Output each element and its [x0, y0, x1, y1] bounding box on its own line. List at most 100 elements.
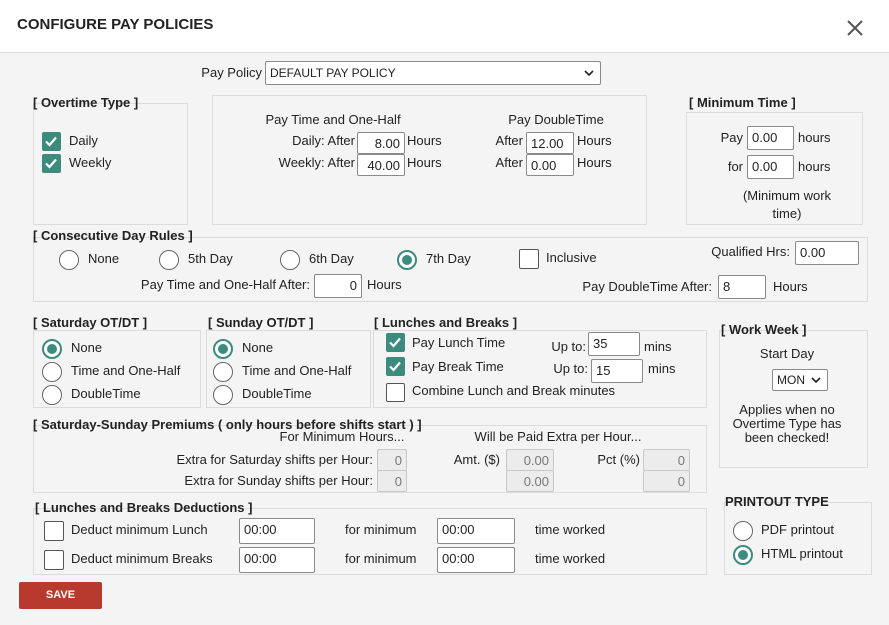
group-frame: [686, 112, 863, 225]
text-input[interactable]: 00:00: [239, 547, 315, 573]
radio-button[interactable]: [733, 521, 753, 541]
radio-button[interactable]: [59, 250, 79, 270]
label: Hours: [577, 155, 612, 170]
group-frame: [33, 330, 201, 408]
label: HTML printout: [761, 546, 843, 561]
label: Hours: [773, 279, 808, 294]
label: hours: [798, 159, 831, 174]
label: Hours: [407, 133, 442, 148]
radio-button[interactable]: [213, 385, 233, 405]
group-frame: [33, 103, 188, 225]
dropdown[interactable]: DEFAULT PAY POLICY: [265, 61, 601, 85]
label: time worked: [535, 551, 606, 566]
label: Hours: [577, 133, 612, 148]
text-input[interactable]: 0.00: [747, 126, 794, 150]
label: Start Day: [759, 346, 815, 361]
label: mins: [648, 361, 676, 376]
label: for minimum: [345, 551, 417, 566]
text-input[interactable]: 0.00: [526, 154, 574, 176]
text-input[interactable]: 0.00: [506, 449, 554, 471]
label: Daily: After: [292, 133, 355, 148]
checkbox[interactable]: [44, 550, 64, 570]
text-input[interactable]: 0.00: [747, 155, 794, 179]
checkbox[interactable]: [42, 132, 61, 151]
checkbox[interactable]: [42, 154, 61, 173]
checkbox[interactable]: [519, 249, 539, 269]
radio-button[interactable]: [42, 362, 62, 382]
label: DoubleTime: [71, 386, 141, 401]
radio-dot: [218, 344, 228, 354]
label: Daily: [69, 133, 98, 148]
text-input[interactable]: 00:00: [239, 518, 315, 544]
label: mins: [644, 339, 672, 354]
label: Inclusive: [546, 250, 597, 265]
radio-button[interactable]: [280, 250, 300, 270]
label: Hours: [407, 155, 442, 170]
label: None: [88, 251, 120, 266]
radio-dot: [402, 255, 412, 265]
radio-button[interactable]: [42, 385, 62, 405]
dropdown-arrow: [811, 377, 821, 383]
radio-button[interactable]: [213, 339, 233, 359]
label: After: [495, 133, 523, 148]
text-input[interactable]: 40.00: [357, 154, 405, 176]
label: Weekly: [69, 155, 112, 170]
dropdown[interactable]: MON: [772, 369, 828, 391]
label: hours: [798, 130, 831, 145]
radio-dot: [738, 550, 748, 560]
section-title: [ Minimum Time ]: [689, 95, 796, 110]
label: time worked: [535, 522, 606, 537]
label: for: [727, 159, 743, 174]
note: (Minimum work time): [742, 188, 832, 221]
text-input[interactable]: 00:00: [437, 518, 515, 544]
radio-button[interactable]: [213, 362, 233, 382]
group-frame: [724, 502, 872, 575]
label: Pay Lunch Time: [412, 335, 506, 350]
checkbox[interactable]: [386, 333, 405, 352]
label: Time and One-Half: [242, 363, 352, 378]
save-button[interactable]: SAVE: [19, 582, 102, 609]
note: Applies when no Overtime Type has been c…: [732, 402, 842, 445]
section-title: [ Overtime Type ]: [33, 95, 139, 110]
text-input[interactable]: 8.00: [357, 132, 405, 154]
label: Qualified Hrs:: [711, 244, 790, 259]
text-input[interactable]: 0: [377, 449, 407, 471]
label: Extra for Sunday shifts per Hour:: [184, 473, 373, 488]
radio-button[interactable]: [159, 250, 179, 270]
section-title: [ Saturday-Sunday Premiums ( only hours …: [33, 417, 422, 432]
section-title: [ Sunday OT/DT ]: [208, 315, 314, 330]
radio-button[interactable]: [397, 250, 417, 270]
label: Time and One-Half: [71, 363, 181, 378]
label: Amt. ($): [453, 452, 500, 467]
text-input[interactable]: 0: [314, 274, 362, 298]
text-input[interactable]: 0.00: [795, 241, 859, 265]
checkbox[interactable]: [44, 521, 64, 541]
label: Pay: [720, 130, 743, 145]
checkbox[interactable]: [386, 357, 405, 376]
section-title: [ Consecutive Day Rules ]: [33, 228, 193, 243]
group-frame: [33, 425, 707, 493]
group-frame: [373, 330, 707, 408]
column-title: For Minimum Hours...: [279, 429, 405, 444]
label: None: [71, 340, 103, 355]
text-input[interactable]: 0: [377, 470, 407, 492]
text-input[interactable]: 12.00: [526, 132, 574, 154]
text-input[interactable]: 35: [588, 332, 640, 356]
text-input[interactable]: 0: [643, 449, 690, 471]
section-title: [ Lunches and Breaks ]: [374, 315, 518, 330]
close-button[interactable]: [846, 19, 864, 37]
label: Pay Break Time: [412, 359, 504, 374]
label: for minimum: [345, 522, 417, 537]
text-input[interactable]: 15: [591, 359, 643, 383]
text-input[interactable]: 0: [643, 470, 690, 492]
radio-button[interactable]: [42, 339, 62, 359]
section-title: PRINTOUT TYPE: [725, 494, 829, 509]
group-frame: [719, 330, 868, 468]
checkbox[interactable]: [386, 383, 405, 402]
text-input[interactable]: 8: [718, 275, 766, 299]
text-input[interactable]: 0.00: [506, 470, 554, 492]
header-bar: [0, 0, 889, 53]
radio-button[interactable]: [733, 545, 753, 565]
text-input[interactable]: 00:00: [437, 547, 515, 573]
